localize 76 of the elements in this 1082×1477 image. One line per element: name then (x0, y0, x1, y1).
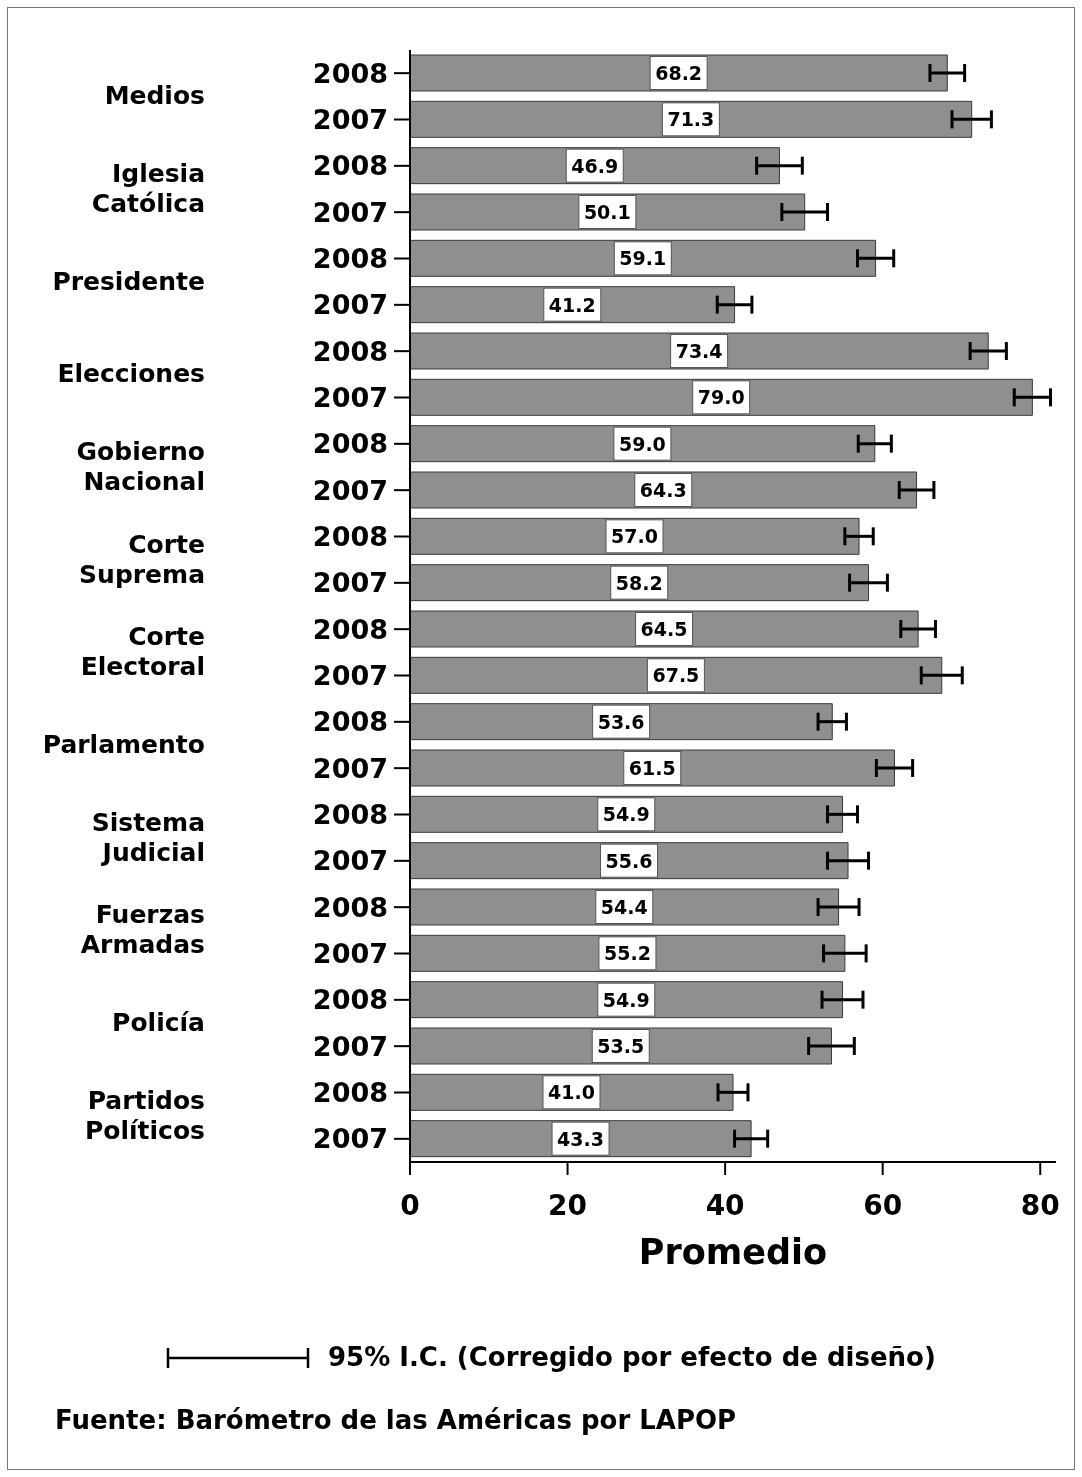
data-label: 43.3 (557, 1127, 605, 1150)
data-label: 54.9 (602, 803, 650, 826)
bar (410, 378, 1033, 416)
x-tick-label: 80 (1020, 1188, 1060, 1222)
y-tick-label: 2007 (312, 196, 388, 228)
y-tick-label: 2008 (312, 1077, 388, 1109)
y-tick-label: 2008 (312, 335, 388, 367)
y-tick-label: 2008 (312, 521, 388, 553)
text: Corte Suprema (78, 529, 205, 590)
bar (410, 471, 918, 509)
y-tick-label: 2007 (312, 382, 388, 414)
bar (410, 54, 948, 92)
y-tick-label: 2008 (312, 243, 388, 275)
data-label: 61.5 (628, 757, 676, 779)
x-tick-label: 40 (705, 1188, 745, 1222)
data-label: 54.9 (602, 988, 650, 1011)
data-label: 41.0 (548, 1081, 595, 1104)
text: Policía (111, 1008, 205, 1038)
data-label: 53.5 (597, 1035, 645, 1057)
y-tick-label: 2007 (312, 1030, 388, 1062)
data-label: 54.4 (600, 896, 648, 918)
bar (410, 610, 919, 648)
y-tick-label: 2008 (312, 799, 388, 831)
y-tick-label: 2007 (312, 567, 388, 599)
y-tick-label: 2008 (312, 428, 388, 460)
y-tick-label: 2007 (312, 938, 388, 970)
data-label: 64.3 (639, 479, 687, 501)
y-tick-label: 2008 (312, 891, 388, 923)
text: Fuerzas Armadas (79, 900, 205, 961)
text: Sistema Judicial (90, 807, 205, 868)
data-label: 55.6 (605, 849, 653, 872)
data-label: 50.1 (583, 201, 631, 223)
x-axis-title: Promedio (638, 1232, 828, 1272)
text: Corte Electoral (79, 622, 205, 683)
y-tick-label: 2008 (312, 706, 388, 738)
text: Medios (103, 81, 205, 112)
data-label: 55.2 (603, 942, 651, 965)
y-tick-label: 2007 (312, 474, 388, 506)
data-label: 73.4 (675, 340, 723, 362)
y-tick-label: 2007 (312, 1123, 388, 1155)
text: Elecciones (56, 359, 205, 390)
text: Gobierno Nacional (75, 437, 205, 497)
data-label: 59.0 (618, 432, 666, 455)
y-tick-label: 2007 (312, 104, 388, 136)
text: Iglesia Católica (90, 159, 205, 219)
data-label: 58.2 (615, 571, 663, 594)
data-label: 67.5 (652, 664, 700, 687)
data-label: 64.5 (640, 618, 688, 640)
source-note: Fuente: Barómetro de las Américas por LAPOP (55, 1404, 737, 1437)
text: Parlamento (41, 730, 205, 760)
text: Presidente (51, 266, 205, 297)
y-tick-label: 2008 (312, 613, 388, 645)
y-tick-label: 2007 (312, 752, 388, 784)
data-label: 59.1 (619, 247, 667, 270)
text: 95% I.C. (Corregido por efecto de diseño) (328, 1341, 936, 1374)
text: Partidos Políticos (83, 1085, 205, 1146)
data-label: 41.2 (548, 293, 596, 316)
y-tick-label: 2008 (312, 984, 388, 1016)
data-label: 68.2 (655, 62, 703, 84)
y-tick-label: 2008 (312, 150, 388, 182)
data-label: 46.9 (571, 154, 619, 177)
x-tick-label: 20 (548, 1188, 588, 1222)
data-label: 79.0 (697, 386, 745, 409)
data-label: 57.0 (611, 525, 658, 548)
data-label: 53.6 (597, 710, 645, 733)
bar (410, 100, 973, 138)
x-tick-label: 0 (400, 1188, 420, 1222)
bar (410, 656, 943, 694)
data-label: 71.3 (667, 108, 715, 131)
y-tick-label: 2007 (312, 289, 388, 321)
y-tick-label: 2008 (312, 57, 388, 89)
y-tick-label: 2007 (312, 845, 388, 877)
bar (410, 749, 895, 787)
bar (410, 332, 989, 370)
y-tick-label: 2007 (312, 660, 388, 692)
x-tick-label: 60 (863, 1188, 903, 1222)
